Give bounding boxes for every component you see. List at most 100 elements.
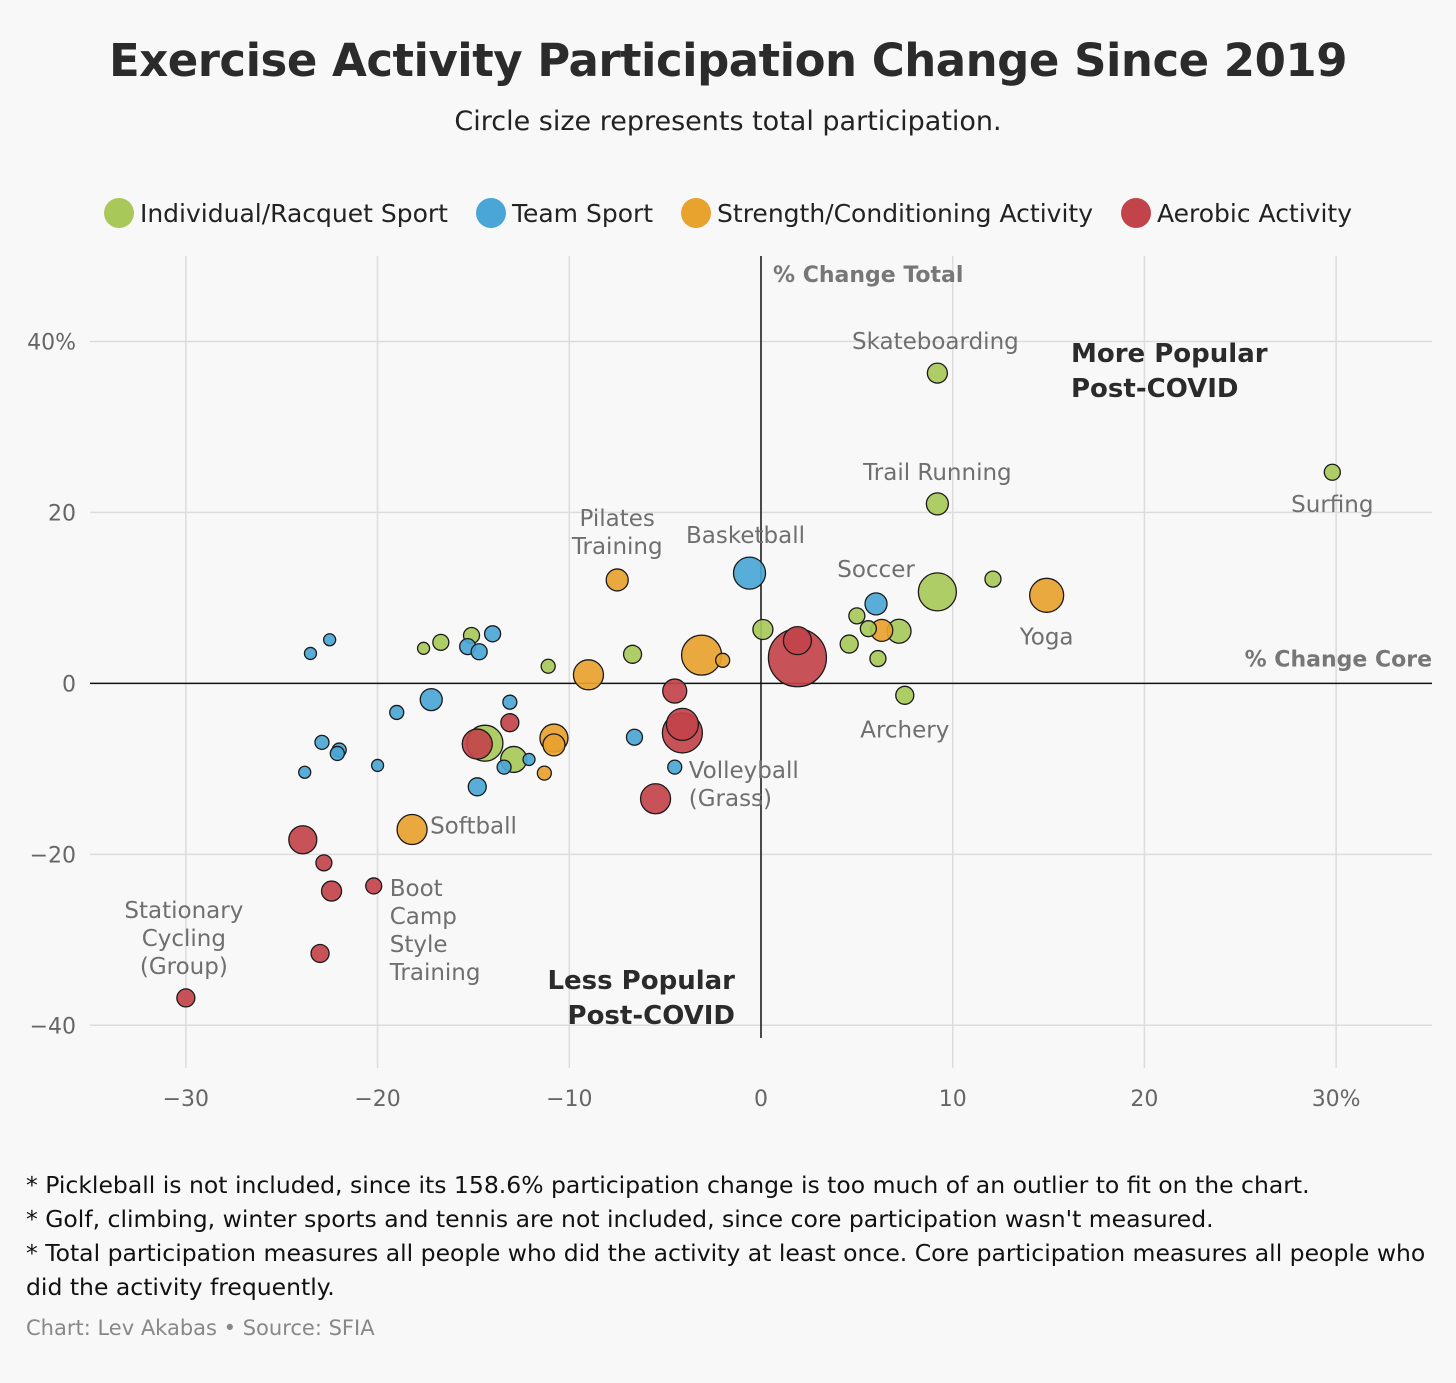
legend-swatch-team	[475, 198, 506, 228]
data-point	[461, 728, 493, 760]
x-tick-label: 30%	[1312, 1087, 1361, 1112]
x-tick-label: −20	[354, 1087, 400, 1112]
legend-label-team: Team Sport	[511, 199, 654, 228]
data-point	[315, 854, 333, 872]
legend-item-individual: Individual/Racquet Sport	[103, 198, 448, 228]
data-point	[605, 568, 629, 592]
data-point	[329, 745, 345, 762]
data-point	[984, 570, 1002, 588]
point-label: Boot Camp Style Training	[389, 876, 481, 986]
point-label-line: Stationary	[124, 898, 243, 924]
legend-item-team: Team Sport	[475, 198, 654, 228]
legend-label-aerobic: Aerobic Activity	[1156, 199, 1353, 228]
point-label: Volleyball (Grass)	[689, 758, 799, 812]
data-point	[917, 572, 958, 612]
data-point	[365, 877, 383, 895]
data-point	[625, 728, 644, 746]
data-point	[303, 646, 318, 661]
data-point	[752, 618, 774, 641]
y-tick-label: 0	[62, 672, 76, 697]
data-point	[502, 694, 518, 710]
point-label-line: Volleyball	[689, 758, 799, 784]
data-point	[288, 825, 318, 855]
data-point	[298, 765, 312, 779]
data-point	[320, 880, 343, 902]
data-point	[859, 620, 878, 638]
footnotes: * Pickleball is not included, since its …	[26, 1168, 1426, 1304]
point-label-line: Pilates	[580, 506, 655, 532]
point-label-line: Yoga	[1019, 624, 1074, 650]
point-label: Soccer	[837, 557, 915, 583]
data-point	[389, 704, 405, 721]
point-label: Trail Running	[862, 460, 1012, 486]
quadrant-label-line: Less Popular	[547, 966, 735, 996]
point-label: Surfing	[1291, 492, 1373, 518]
legend-item-strength: Strength/Conditioning Activity	[681, 198, 1093, 228]
point-labels: Skateboarding Trail Running Surfing Basketb…	[124, 329, 1373, 986]
point-label-line: Basketball	[686, 523, 805, 549]
data-point	[848, 607, 866, 625]
data-point	[370, 758, 385, 773]
point-label-line: Skateboarding	[852, 329, 1019, 355]
data-point	[416, 641, 431, 655]
data-point	[715, 652, 731, 668]
point-label-line: Softball	[430, 814, 517, 840]
chart-subtitle: Circle size represents total participati…	[454, 106, 1002, 137]
point-label-line: Training	[389, 960, 481, 986]
data-point	[314, 734, 330, 750]
legend-swatch-aerobic	[1120, 198, 1151, 228]
data-point	[622, 644, 643, 664]
data-point	[1323, 463, 1341, 481]
x-tick-label: 10	[939, 1087, 967, 1112]
point-label: Softball	[430, 814, 517, 840]
data-point	[1029, 577, 1065, 613]
point-label: Archery	[860, 717, 949, 743]
legend-item-aerobic: Aerobic Activity	[1120, 198, 1353, 228]
data-point	[572, 659, 605, 691]
data-point	[864, 592, 888, 616]
point-label: Basketball	[686, 523, 805, 549]
y-axis-title: % Change Total	[773, 263, 963, 288]
data-point	[732, 556, 767, 590]
point-label-line: Training	[571, 534, 663, 560]
data-point	[639, 783, 672, 815]
point-label: Pilates Training	[571, 506, 663, 560]
point-label: Stationary Cycling (Group)	[124, 898, 243, 980]
point-label: Skateboarding	[852, 329, 1019, 355]
data-point	[895, 685, 915, 705]
credit-line: Chart: Lev Akabas • Source: SFIA	[26, 1316, 375, 1340]
y-tick-label: −20	[30, 843, 76, 868]
annotations: More Popular Post-COVID Less Popular Post-C…	[547, 339, 1267, 1031]
data-point	[667, 759, 683, 775]
point-label: Yoga	[1019, 624, 1074, 650]
point-label-line: Soccer	[837, 557, 915, 583]
quadrant-label: More Popular Post-COVID	[1071, 339, 1268, 404]
x-tick-label: −10	[546, 1087, 592, 1112]
data-point	[396, 813, 428, 846]
point-label-line: Boot	[390, 876, 443, 902]
data-point	[419, 687, 443, 712]
data-point	[176, 988, 196, 1008]
data-point	[925, 492, 950, 516]
data-point	[869, 649, 887, 668]
chart-title: Exercise Activity Participation Change S…	[108, 34, 1348, 87]
tick-labels: −30 −20 −10 0 10 20 30% −40 −20 0 20 40%	[27, 330, 1361, 1112]
data-point	[536, 765, 553, 781]
data-point	[839, 634, 859, 654]
data-point	[500, 713, 520, 733]
data-point	[322, 633, 337, 647]
data-point	[540, 658, 556, 674]
legend: Individual/Racquet Sport Team Sport Stre…	[0, 198, 1456, 228]
footnote: * Pickleball is not included, since its …	[26, 1171, 1310, 1199]
data-point	[926, 362, 949, 384]
data-point	[310, 943, 330, 964]
point-label-line: Style	[390, 932, 448, 958]
point-label-line: Camp	[390, 904, 457, 930]
quadrant-label-line: Post-COVID	[568, 1001, 735, 1031]
x-tick-label: 20	[1130, 1087, 1158, 1112]
y-tick-label: 40%	[27, 330, 76, 355]
data-point	[665, 707, 700, 742]
data-points	[176, 362, 1341, 1008]
x-axis-title: % Change Core	[1245, 647, 1432, 672]
data-point	[483, 625, 502, 643]
